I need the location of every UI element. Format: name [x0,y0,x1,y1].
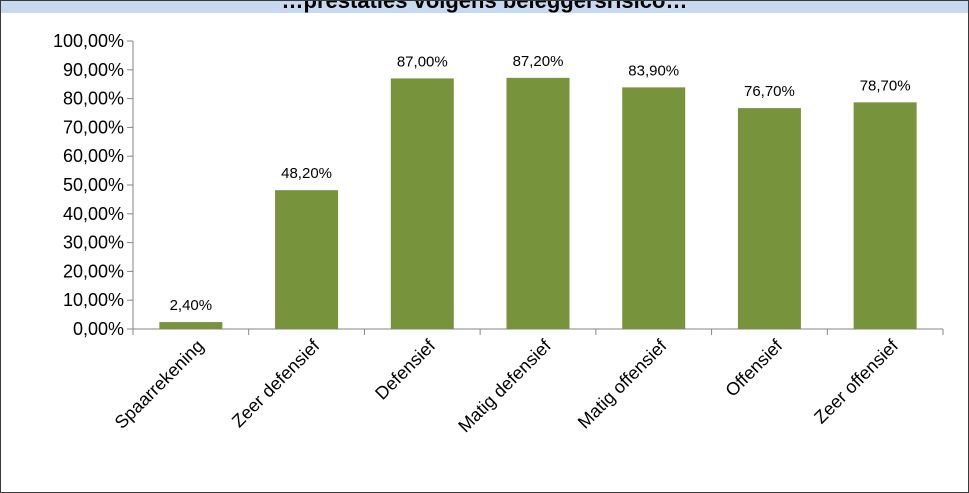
x-tick-label: Offensief [721,335,787,401]
bar [275,190,339,329]
bar [853,102,917,330]
bar [506,77,570,329]
x-tick-label: Matig offensief [574,335,671,432]
y-tick-label: 40,00% [63,204,124,224]
y-tick-label: 80,00% [63,89,124,109]
x-tick-label: Matig defensief [454,335,555,436]
x-tick-label: Zeer defensief [228,335,324,431]
data-label: 87,20% [513,53,564,70]
y-tick-label: 50,00% [63,175,124,195]
y-tick-label: 60,00% [63,146,124,166]
y-tick-label: 90,00% [63,60,124,80]
title-bar: …prestaties volgens beleggersrisico… [1,1,968,13]
y-tick-label: 100,00% [53,31,124,51]
x-tick-label: Defensief [371,335,440,404]
x-tick-label: Spaarrekening [111,336,208,433]
y-tick-label: 0,00% [73,319,124,339]
data-label: 2,40% [170,297,213,314]
y-tick-label: 70,00% [63,117,124,137]
data-label: 87,00% [397,53,448,70]
bar [737,108,801,329]
data-label: 83,90% [628,62,679,79]
data-label: 76,70% [744,83,795,100]
data-label: 48,20% [281,165,332,182]
x-tick-label: Zeer offensief [810,335,902,427]
y-tick-label: 10,00% [63,290,124,310]
bar [390,78,454,329]
data-label: 78,70% [860,77,911,94]
bar [159,322,223,329]
chart-title: …prestaties volgens beleggersrisico… [281,0,688,13]
y-tick-label: 30,00% [63,233,124,253]
y-tick-label: 20,00% [63,261,124,281]
bar [622,87,686,329]
